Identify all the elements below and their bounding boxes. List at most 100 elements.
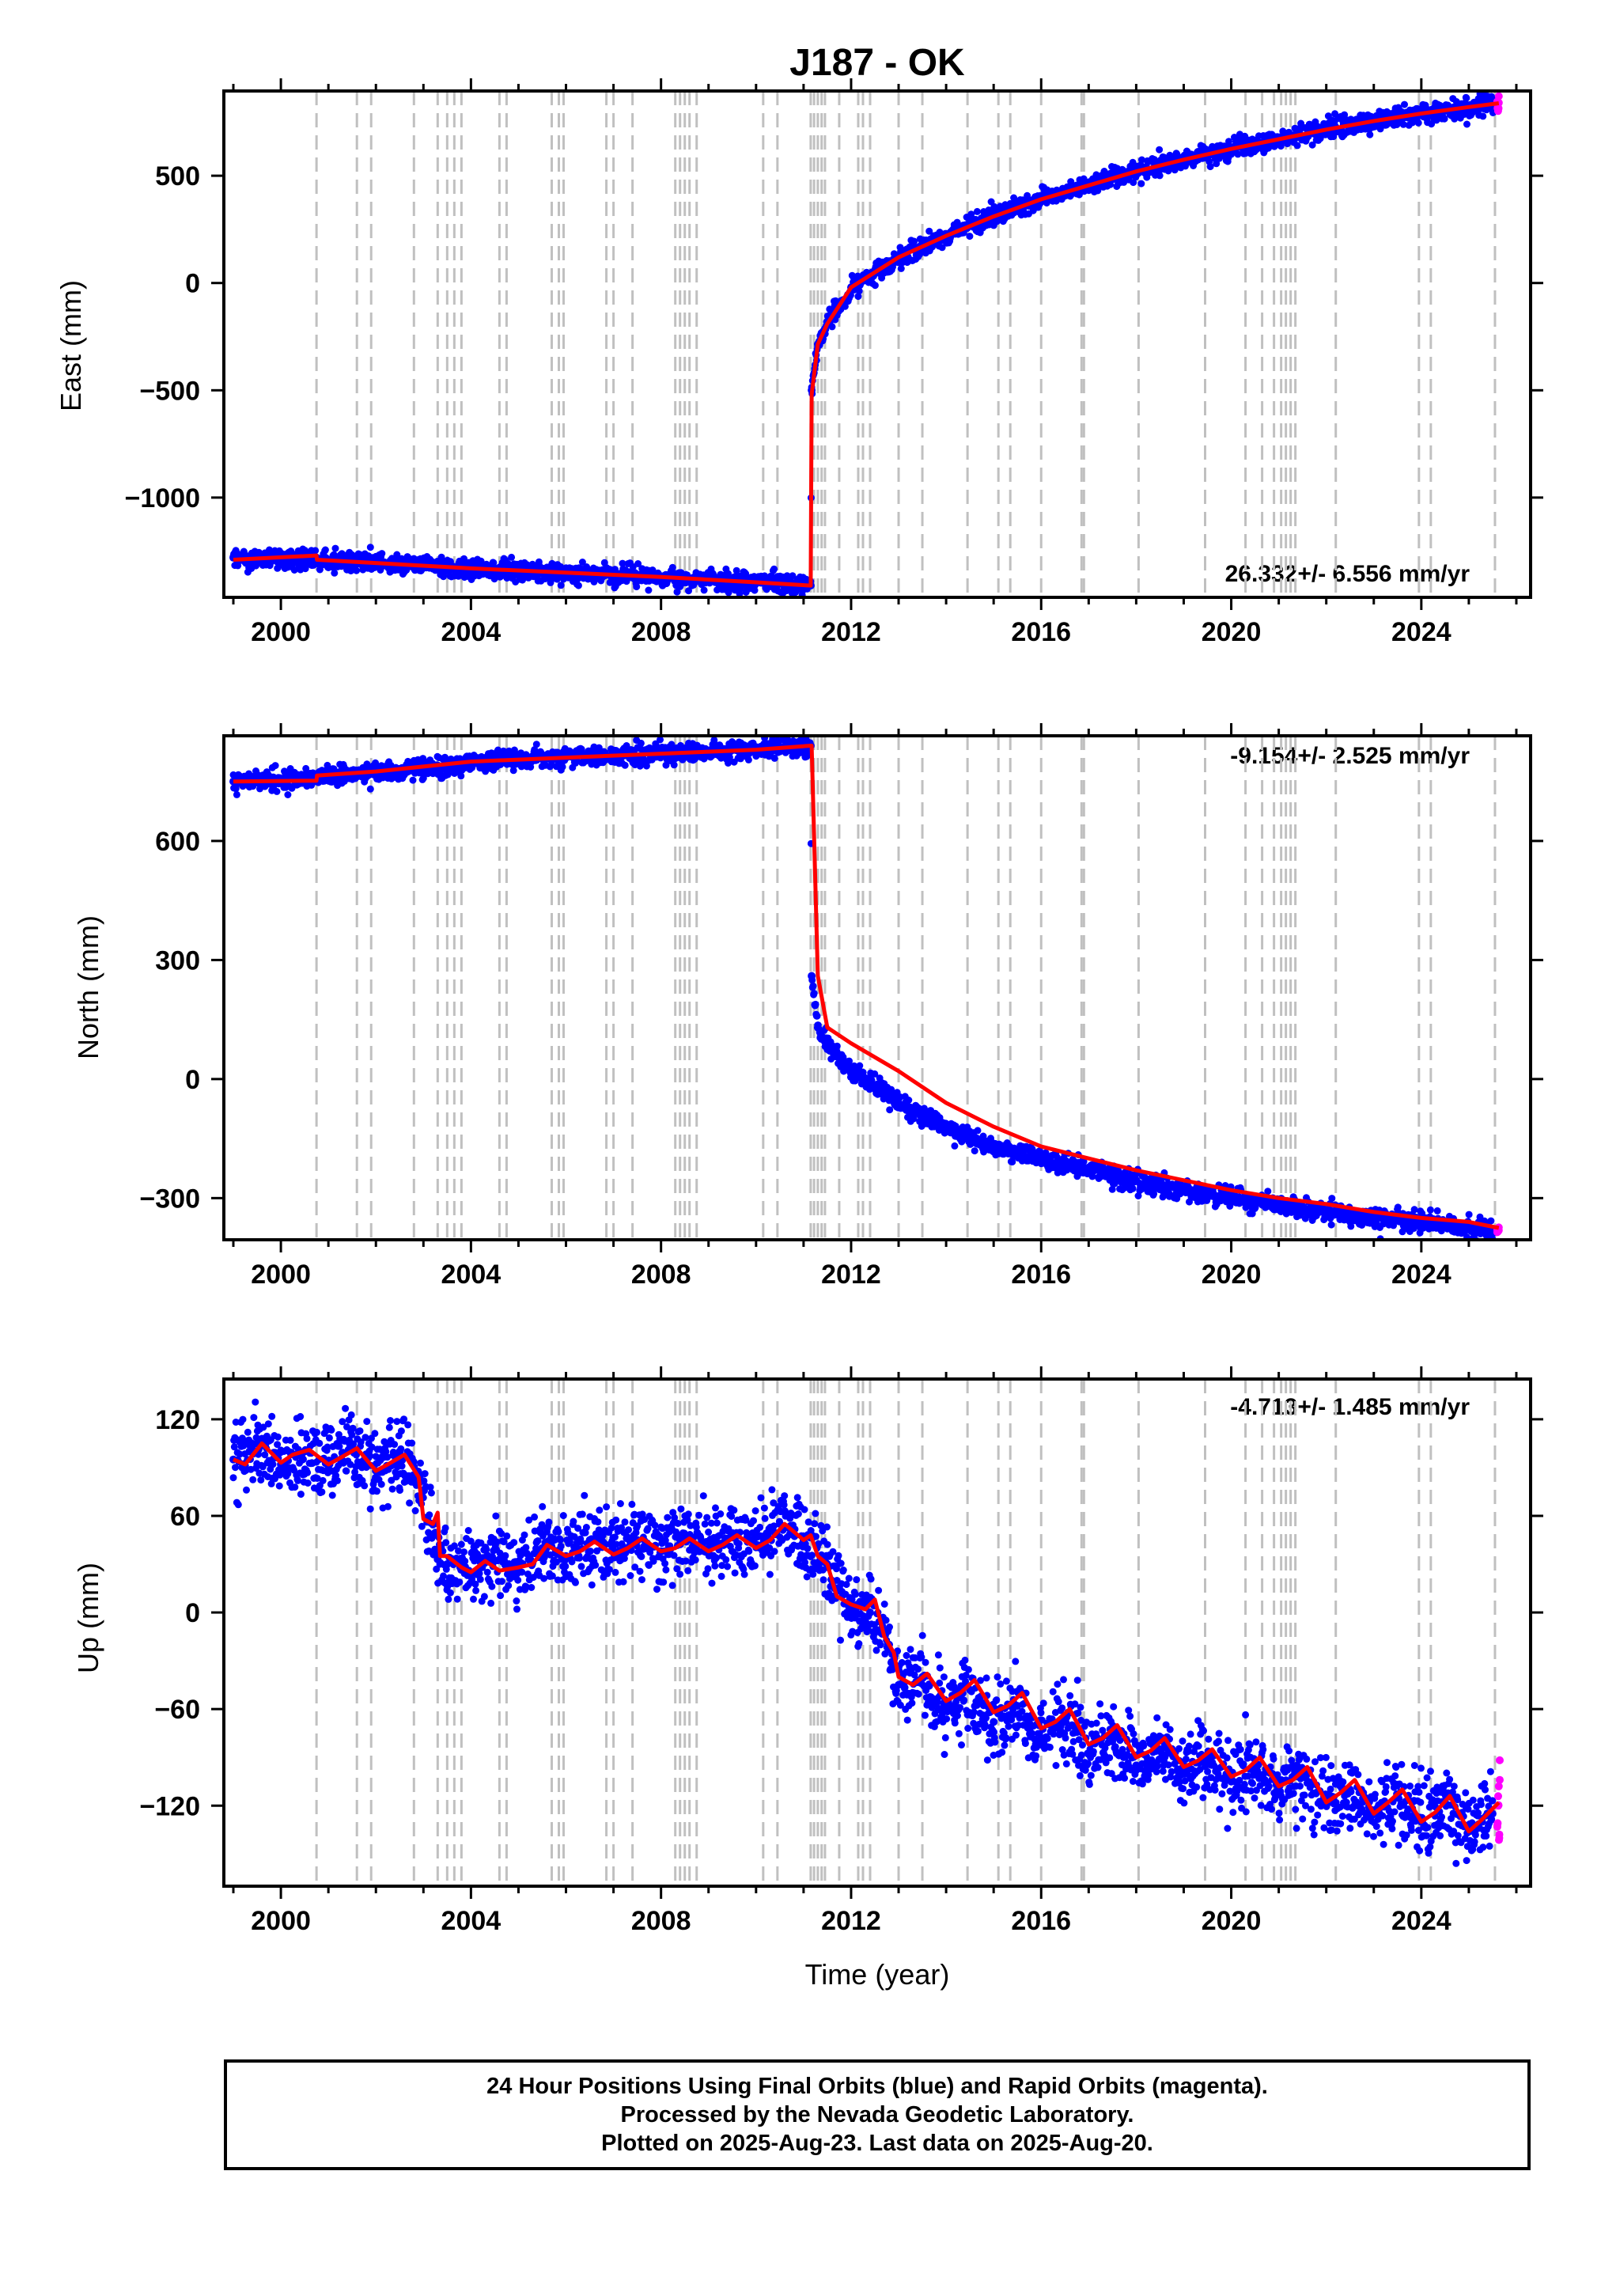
final-orbit-point	[330, 551, 338, 559]
final-orbit-point	[1080, 1157, 1088, 1165]
plot-area	[229, 736, 1503, 1240]
final-orbit-point	[700, 586, 708, 594]
final-orbit-point	[574, 582, 582, 589]
x-tick-label: 2020	[1202, 617, 1262, 647]
final-orbit-point	[751, 586, 759, 594]
final-orbit-point	[232, 785, 240, 793]
final-orbit-point	[951, 1142, 959, 1150]
final-orbit-point	[662, 761, 670, 769]
final-orbit-point	[846, 1057, 853, 1065]
final-orbit-point	[770, 565, 778, 573]
y-tick-label: 500	[155, 161, 200, 191]
final-orbit-point	[271, 762, 279, 770]
final-orbit-point	[321, 546, 329, 554]
final-orbit-point	[619, 559, 626, 567]
final-orbit-point	[905, 1097, 913, 1104]
x-tick-label: 2012	[821, 617, 881, 647]
final-orbit-point	[668, 563, 676, 571]
final-orbit-point	[886, 1106, 894, 1114]
east-rate-label: 26.332+/- 6.556 mm/yr	[1225, 561, 1470, 587]
final-orbit-point	[457, 772, 465, 780]
final-orbit-point	[810, 990, 818, 997]
final-orbit-point	[621, 761, 629, 769]
final-orbit-point	[1463, 120, 1470, 128]
y-tick-label: −500	[139, 376, 200, 406]
y-tick-label: −1000	[125, 483, 201, 513]
final-orbit-point	[657, 736, 664, 744]
final-orbit-point	[331, 569, 339, 577]
final-orbit-point	[1327, 1221, 1335, 1229]
final-orbit-point	[532, 741, 540, 748]
final-orbit-point	[633, 583, 641, 591]
panel-frame	[222, 89, 1532, 599]
final-orbit-point	[859, 1068, 867, 1076]
east-y-axis-title: East (mm)	[55, 280, 87, 411]
final-orbit-point	[1264, 1188, 1272, 1195]
final-orbit-point	[1108, 1185, 1116, 1193]
final-orbit-point	[1440, 115, 1448, 123]
final-orbit-point	[1206, 163, 1214, 171]
final-orbit-point	[302, 764, 310, 772]
final-orbit-point	[938, 244, 946, 252]
final-orbit-point	[1225, 138, 1232, 146]
final-orbit-point	[812, 1000, 819, 1008]
final-orbit-point	[1308, 141, 1316, 149]
final-orbit-point	[558, 763, 566, 771]
final-orbit-point	[1328, 1195, 1336, 1203]
final-orbit-point	[897, 264, 905, 272]
final-orbit-point	[577, 745, 585, 753]
figure-title: J187 - OK	[789, 42, 965, 84]
final-orbit-point	[366, 785, 374, 793]
final-orbit-point	[974, 1127, 982, 1135]
final-orbit-point	[841, 302, 849, 310]
final-orbit-point	[1463, 94, 1470, 102]
final-orbit-point	[468, 763, 476, 771]
final-orbit-point	[508, 553, 516, 561]
final-orbit-point	[1138, 156, 1145, 164]
final-orbit-point	[809, 982, 817, 990]
final-orbit-point	[1042, 1149, 1050, 1157]
final-orbit-point	[378, 550, 386, 558]
final-orbit-point	[1134, 1192, 1142, 1199]
final-orbit-point	[813, 1012, 821, 1020]
final-orbit-point	[770, 754, 778, 762]
final-orbit-point	[725, 760, 732, 767]
final-orbit-point	[353, 566, 361, 574]
north-y-axis-title: North (mm)	[72, 915, 104, 1059]
final-orbit-point	[233, 790, 240, 798]
final-orbit-point	[312, 547, 320, 555]
final-orbit-point	[347, 567, 355, 574]
x-tick-label: 2004	[441, 617, 501, 647]
final-orbit-point	[925, 227, 933, 235]
east-panel: East (mm) 26.332+/- 6.556 mm/yr 2000 2004…	[55, 78, 1543, 647]
final-orbit-point	[744, 756, 752, 763]
final-orbit-point	[290, 566, 298, 574]
final-orbit-point	[366, 544, 374, 551]
final-orbit-point	[1234, 150, 1242, 158]
north-panel: North (mm) -9.154+/- 2.525 mm/yr 2000 200…	[72, 723, 1543, 1290]
final-orbit-point	[284, 791, 292, 798]
final-orbit-point	[331, 544, 339, 552]
final-orbit-point	[1401, 100, 1408, 108]
final-orbit-point	[1341, 111, 1349, 119]
x-tick-label: 2008	[631, 617, 691, 647]
final-orbit-point	[725, 589, 732, 597]
final-orbit-point	[1171, 166, 1179, 174]
final-orbit-point	[1414, 119, 1422, 127]
final-orbit-point	[685, 587, 692, 595]
final-orbit-point	[634, 560, 642, 567]
final-orbit-point	[1156, 172, 1164, 180]
final-orbit-point	[855, 287, 863, 295]
x-tick-label: 2016	[1011, 617, 1071, 647]
final-orbit-point	[645, 586, 653, 594]
final-orbit-point	[637, 739, 645, 747]
final-orbit-point	[557, 582, 565, 589]
final-orbit-point	[1479, 112, 1487, 120]
final-orbit-point	[1296, 1211, 1304, 1219]
final-orbit-point	[1150, 1186, 1158, 1193]
final-orbit-point	[1130, 179, 1137, 187]
final-orbit-point	[1347, 1222, 1355, 1230]
final-orbit-point	[966, 233, 974, 241]
final-orbit-point	[670, 761, 678, 769]
